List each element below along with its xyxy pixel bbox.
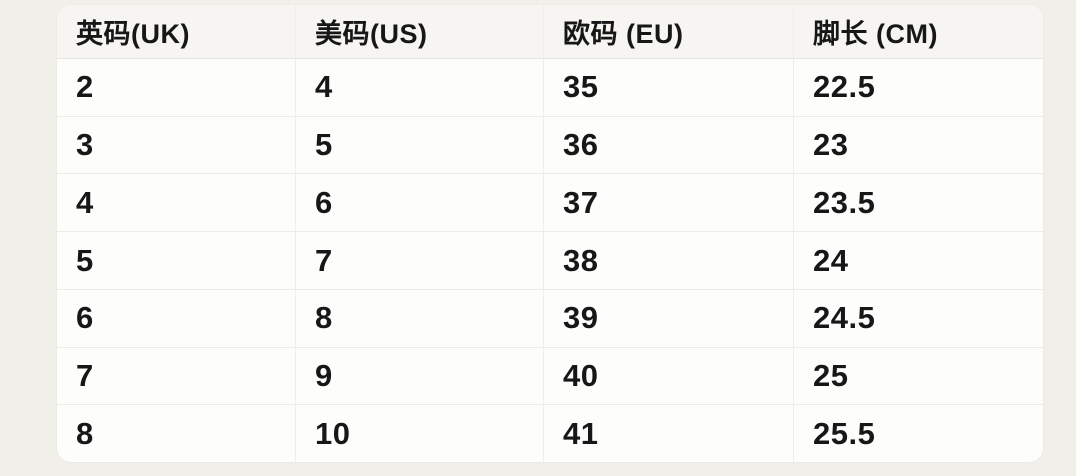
- table-header-row: 英码(UK) 美码(US) 欧码 (EU) 脚长 (CM): [57, 5, 1043, 59]
- cell-eu: 35: [543, 59, 793, 116]
- cell-eu: 39: [543, 289, 793, 347]
- cell-us: 8: [295, 289, 543, 347]
- cell-eu: 41: [543, 405, 793, 462]
- table-row: 4 6 37 23.5: [57, 174, 1043, 233]
- header-uk: 英码(UK): [76, 19, 190, 49]
- cell-us: 9: [295, 347, 543, 405]
- table-row: 3 5 36 23: [57, 116, 1043, 175]
- table-row: 8 10 41 25.5: [57, 405, 1043, 462]
- cell-uk: 8: [76, 415, 94, 451]
- cell-eu: 36: [543, 116, 793, 174]
- cell-us: 7: [295, 232, 543, 289]
- cell-cm: 25: [793, 347, 1043, 405]
- cell-cm: 22.5: [793, 59, 1043, 116]
- table-row: 5 7 38 24: [57, 232, 1043, 290]
- header-eu: 欧码 (EU): [543, 5, 793, 58]
- table-row: 2 4 35 22.5: [57, 59, 1043, 117]
- cell-us: 5: [295, 116, 543, 174]
- cell-cm: 24.5: [793, 289, 1043, 347]
- cell-uk: 6: [76, 300, 94, 336]
- cell-eu: 40: [543, 347, 793, 405]
- cell-cm: 23: [793, 116, 1043, 174]
- table-row: 6 8 39 24.5: [57, 289, 1043, 348]
- cell-us: 4: [295, 59, 543, 116]
- cell-uk: 5: [76, 242, 94, 278]
- cell-cm: 24: [793, 232, 1043, 289]
- cell-uk: 7: [76, 357, 94, 393]
- header-cm: 脚长 (CM): [793, 5, 1043, 58]
- cell-uk: 2: [76, 69, 94, 105]
- cell-cm: 25.5: [793, 405, 1043, 462]
- shoe-size-conversion-table: 英码(UK) 美码(US) 欧码 (EU) 脚长 (CM) 2 4 35 22.…: [57, 5, 1043, 462]
- cell-uk: 4: [76, 184, 94, 220]
- table-row: 7 9 40 25: [57, 347, 1043, 406]
- cell-us: 10: [295, 405, 543, 462]
- cell-cm: 23.5: [793, 174, 1043, 232]
- cell-uk: 3: [76, 127, 94, 163]
- header-us: 美码(US): [295, 5, 543, 58]
- cell-eu: 38: [543, 232, 793, 289]
- cell-us: 6: [295, 174, 543, 232]
- cell-eu: 37: [543, 174, 793, 232]
